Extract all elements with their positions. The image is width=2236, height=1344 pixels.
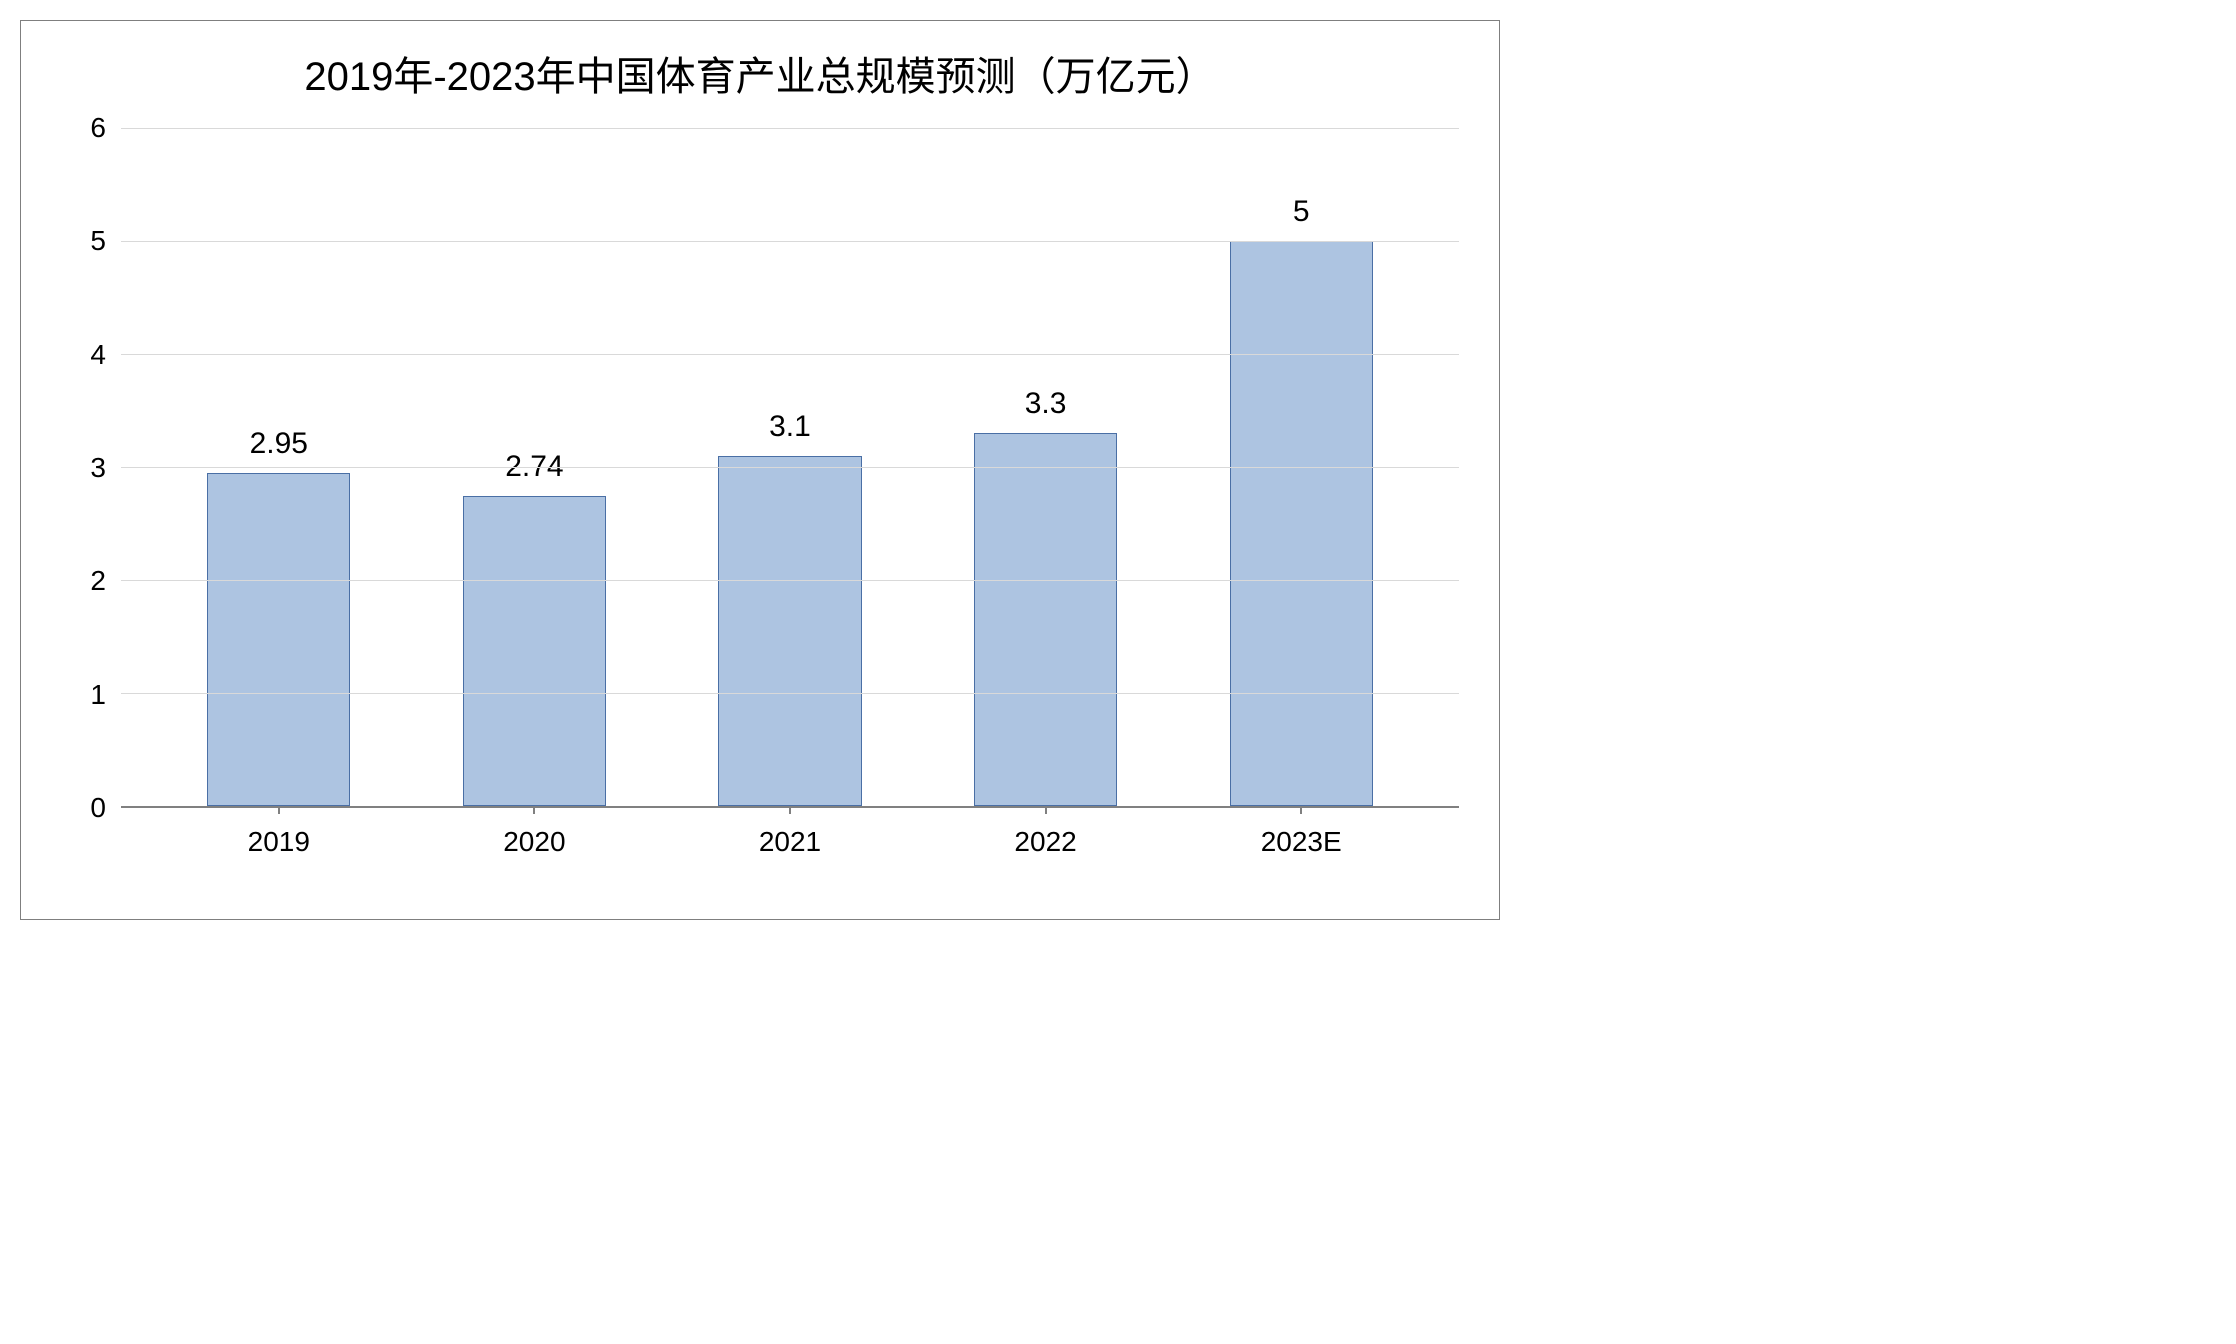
bar-value-label: 3.3 bbox=[1025, 387, 1067, 421]
x-axis-tick bbox=[278, 806, 280, 814]
bar-value-label: 2.95 bbox=[250, 427, 308, 461]
x-axis-tick bbox=[1300, 806, 1302, 814]
chart-title: 2019年-2023年中国体育产业总规模预测（万亿元） bbox=[210, 51, 1310, 103]
grid-line bbox=[121, 467, 1459, 468]
chart-container: 2019年-2023年中国体育产业总规模预测（万亿元） 0 1 2 3 4 5 6 2.95… bbox=[20, 20, 1500, 920]
y-tick-label: 5 bbox=[90, 225, 106, 257]
y-tick-label: 1 bbox=[90, 679, 106, 711]
plot-area: 0123456 2.952.743.13.35 bbox=[61, 128, 1459, 808]
x-tick-label: 2023E bbox=[1173, 826, 1429, 858]
grid-line bbox=[121, 128, 1459, 129]
bar-value-label: 3.1 bbox=[769, 410, 811, 444]
y-tick-label: 2 bbox=[90, 565, 106, 597]
x-tick-label: 2022 bbox=[918, 826, 1174, 858]
x-tick-label: 2019 bbox=[151, 826, 407, 858]
grid-line bbox=[121, 580, 1459, 581]
x-tick-label: 2020 bbox=[407, 826, 663, 858]
y-tick-label: 3 bbox=[90, 452, 106, 484]
x-tick-label: 2021 bbox=[662, 826, 918, 858]
bar bbox=[207, 473, 350, 806]
bar bbox=[1230, 241, 1373, 806]
bar bbox=[974, 433, 1117, 806]
grid-line bbox=[121, 354, 1459, 355]
plot: 2.952.743.13.35 bbox=[121, 128, 1459, 808]
grid-line bbox=[121, 693, 1459, 694]
bar bbox=[463, 496, 606, 806]
x-axis-tick bbox=[533, 806, 535, 814]
y-tick-label: 4 bbox=[90, 339, 106, 371]
y-tick-label: 6 bbox=[90, 112, 106, 144]
grid-line bbox=[121, 241, 1459, 242]
x-axis-tick bbox=[1045, 806, 1047, 814]
x-axis: 20192020202120222023E bbox=[61, 826, 1459, 858]
bar-value-label: 5 bbox=[1293, 195, 1310, 229]
y-tick-label: 0 bbox=[90, 792, 106, 824]
x-axis-tick bbox=[789, 806, 791, 814]
bar bbox=[718, 456, 861, 806]
y-axis: 0123456 bbox=[61, 128, 121, 808]
